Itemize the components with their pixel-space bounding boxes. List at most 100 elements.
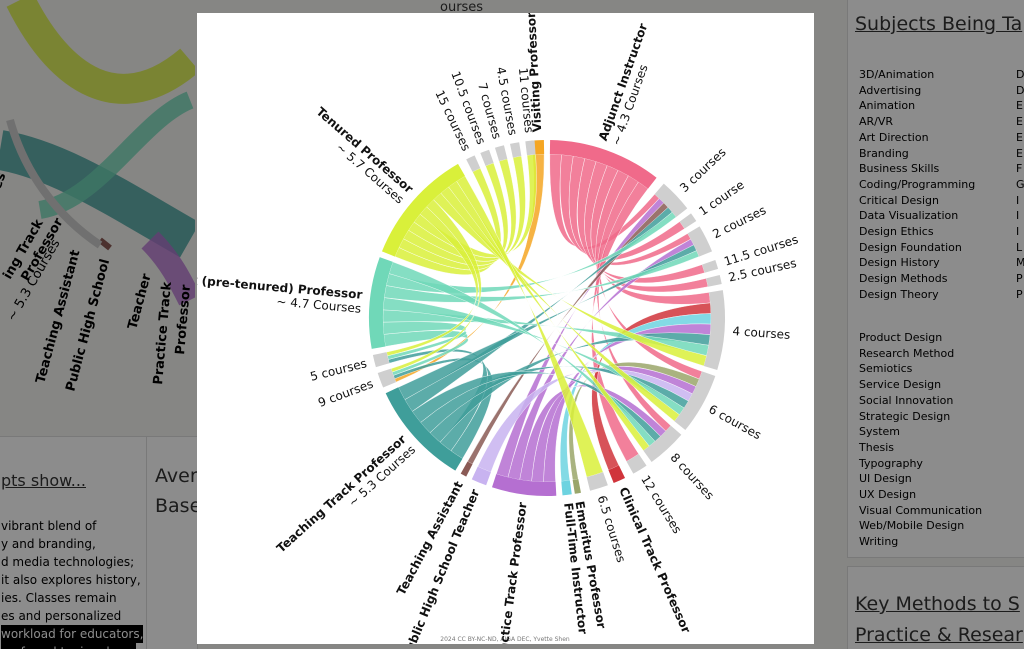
text-line: Social Innovation — [859, 393, 954, 407]
text-line: UX Design — [859, 488, 917, 502]
text-line: G — [1016, 177, 1024, 191]
text-line: Coding/Programming — [859, 177, 976, 191]
text-line: Service Design — [859, 378, 942, 392]
text-line: I — [1016, 225, 1020, 239]
text-line: D — [1016, 83, 1024, 97]
course-arc — [377, 368, 397, 388]
role-name: Visiting Professor — [524, 13, 544, 133]
role-arc — [561, 480, 572, 496]
text-line: E — [1016, 115, 1023, 129]
bg-label: es — [0, 170, 10, 191]
text-line: E — [1016, 130, 1023, 144]
course-arc — [626, 453, 647, 474]
text-line: F — [1016, 162, 1023, 176]
text-line: Visual Communication — [859, 503, 983, 517]
course-arc — [643, 425, 682, 463]
course-arc — [494, 145, 508, 162]
text-line: Design Methods — [859, 272, 948, 286]
subjects-panel: Subjects Being Ta 3D/Animation Advertisin… — [847, 0, 1024, 558]
text-line: Thesis — [859, 440, 894, 454]
text-line: Business Skills — [859, 162, 940, 176]
text-line: UI Design — [859, 472, 912, 486]
role-arc — [369, 257, 393, 349]
background-chart: es ing Track Professor ~ 5.3 Courses Tea… — [0, 0, 195, 393]
role-arc — [572, 478, 581, 494]
left-card: pts show... vibrant blend of y and brandi… — [0, 436, 148, 649]
card-link[interactable]: pts show... — [1, 471, 86, 490]
text-line: System — [859, 425, 901, 439]
methods-panel: Key Methods to S Practice & Resear — [847, 566, 1024, 649]
course-arc — [654, 183, 688, 218]
course-arc — [702, 260, 719, 273]
text-line: y and branding, — [1, 537, 96, 551]
text-line: Data Visualization — [859, 209, 959, 223]
role-arc — [460, 461, 473, 477]
course-arc — [679, 213, 697, 229]
text-line: I — [1016, 209, 1020, 223]
text-line: Advertising — [859, 83, 922, 97]
text-line: ies. Classes remain — [1, 591, 117, 605]
label-text: 11 courses — [516, 67, 536, 133]
text-line: D — [1016, 68, 1024, 81]
text-line: Design Ethics — [859, 225, 934, 239]
text-line: Branding — [859, 146, 909, 160]
text-line: it also explores history, — [1, 573, 141, 587]
text-line: Product Design — [859, 331, 943, 344]
text-line: L — [1016, 240, 1023, 254]
panel-title: Subjects Being Ta — [855, 13, 1023, 35]
text-line: E — [1016, 146, 1023, 160]
text-line: Art Direction — [859, 130, 929, 144]
text-line: Web/Mobile Design — [859, 519, 965, 533]
course-arc — [687, 226, 713, 257]
panel-title: Key Methods to S — [855, 593, 1020, 615]
role-arc — [491, 473, 557, 496]
text-line: P — [1016, 287, 1023, 301]
text-line: Writing — [859, 535, 899, 549]
card-title: Base — [155, 495, 202, 517]
text-line: Design Theory — [859, 287, 939, 301]
course-arc — [509, 142, 522, 158]
text-line: P — [1016, 272, 1023, 286]
arc-label: Visiting Professor — [524, 13, 544, 133]
text-line: 3D/Animation — [859, 68, 935, 81]
text-line: es and personalized — [1, 609, 122, 623]
text-line: d media technologies; — [1, 555, 135, 569]
arc-label: 4 courses — [732, 324, 791, 342]
text-line: Strategic Design — [859, 409, 951, 423]
text-line: M — [1016, 256, 1024, 270]
subject-list: 3D/Animation Advertising Animation AR/VR Art… — [859, 67, 975, 303]
course-arc — [586, 472, 608, 491]
credit: 2024 CC BY-NC-ND, AIGA DEC, Yvette Shen — [440, 636, 570, 643]
card-title: Aver — [155, 465, 198, 487]
course-arc — [703, 290, 725, 371]
role-arc — [385, 387, 463, 471]
role-arc — [471, 466, 491, 486]
panel-title: Practice & Resear — [855, 624, 1023, 646]
text-line: Typography — [859, 456, 923, 470]
course-arc — [525, 140, 536, 156]
bg-label: Professor — [173, 284, 194, 356]
role-arc — [381, 163, 465, 257]
role-arc — [608, 465, 626, 484]
text-line: Animation — [859, 99, 916, 113]
text-line: AR/VR — [859, 115, 894, 129]
course-arc — [674, 371, 716, 431]
text-line: Design Foundation — [859, 240, 962, 254]
arc-label: 11 courses — [516, 67, 536, 133]
chord — [384, 250, 700, 303]
text-line: vibrant blend of — [1, 519, 97, 533]
course-arc — [466, 155, 481, 172]
label-text: 4 courses — [732, 324, 791, 342]
text-line: Critical Design — [859, 193, 939, 207]
subject-list: Product Design Research Method Semiotics Se… — [859, 330, 982, 550]
text-line: E — [1016, 99, 1023, 113]
bg-fragment: ourses — [440, 0, 484, 15]
text-line: preferred topics shape — [1, 643, 137, 649]
course-arc — [372, 352, 390, 368]
role-arc — [549, 140, 657, 189]
card-text: vibrant blend of y and branding, d media t… — [1, 517, 147, 649]
course-arc — [480, 149, 494, 166]
chord — [456, 175, 604, 478]
text-line: Design History — [859, 256, 940, 270]
